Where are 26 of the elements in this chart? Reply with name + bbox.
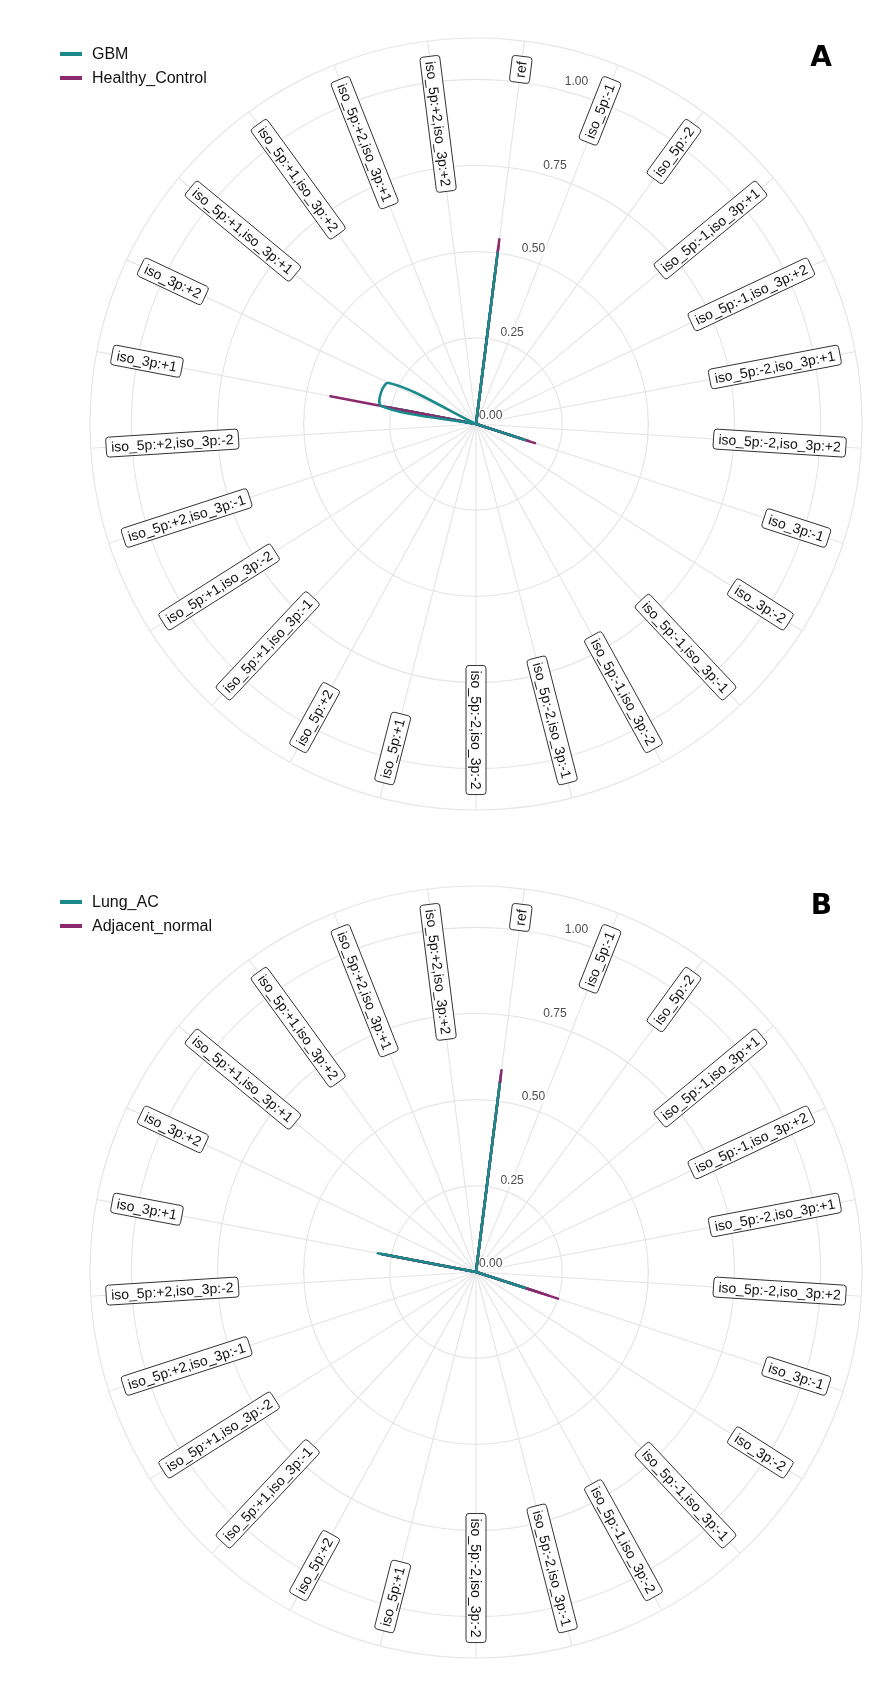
y-tick-label: 0.25 — [500, 1172, 525, 1187]
spoke-label: iso_5p:+2,iso_3p:-2 — [110, 431, 235, 455]
spoke-label: ref — [511, 60, 530, 79]
spoke-label: iso_5p:+2,iso_3p:-2 — [110, 1279, 235, 1303]
chart-title: B — [810, 888, 832, 921]
legend-label: Lung_AC — [92, 893, 159, 911]
y-tick-label: 0.00 — [479, 408, 503, 423]
legend-label: GBM — [92, 45, 129, 63]
y-tick-label: 0.75 — [543, 1005, 567, 1020]
y-tick-label: 0.25 — [500, 324, 525, 339]
y-tick-label: 0.75 — [543, 157, 567, 172]
legend-label: Adjacent_normal — [92, 917, 213, 935]
spoke-label: iso_5p:-2,iso_3p:+2 — [718, 431, 842, 455]
y-tick-label: 1.00 — [564, 74, 589, 89]
spoke-label: iso_5p:-2,iso_3p:-2 — [468, 1518, 485, 1638]
spoke-label: ref — [511, 908, 530, 927]
y-tick-label: 1.00 — [564, 922, 589, 937]
spoke-label: iso_3p:+1 — [115, 347, 179, 375]
spoke-label: iso_5p:-2,iso_3p:+2 — [718, 1279, 842, 1303]
spoke-label: iso_3p:+1 — [115, 1195, 179, 1223]
y-tick-label: 0.00 — [479, 1256, 503, 1271]
chart-title: A — [810, 40, 832, 73]
legend-label: Healthy_Control — [92, 69, 207, 87]
spoke-label: iso_5p:-2,iso_3p:-2 — [468, 670, 485, 790]
y-tick-label: 0.50 — [521, 1089, 546, 1104]
y-tick-label: 0.50 — [521, 241, 546, 256]
